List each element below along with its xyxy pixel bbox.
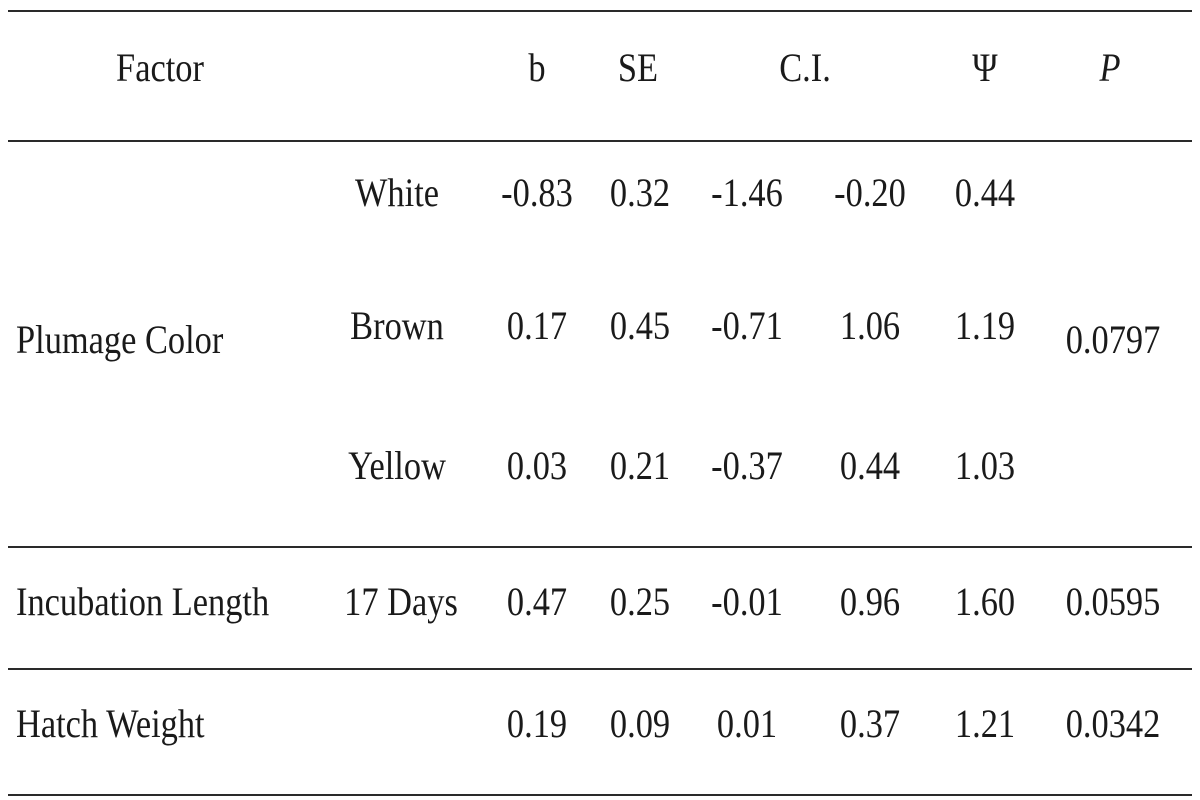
b-value: -0.83 (501, 170, 573, 215)
table-bottom-rule (8, 794, 1192, 796)
se-value: 0.25 (609, 579, 671, 624)
se-value: 0.32 (609, 170, 671, 215)
psi-value: 1.19 (954, 303, 1016, 348)
group-divider-rule (8, 546, 1192, 548)
p-value: 0.0595 (1065, 579, 1161, 624)
header-psi: Ψ (972, 45, 998, 90)
factor-plumage-color: Plumage Color (16, 317, 224, 362)
header-bottom-rule (8, 140, 1192, 142)
ci-low-value: -0.37 (711, 443, 783, 488)
p-value: 0.0342 (1065, 701, 1161, 746)
se-value: 0.45 (609, 303, 671, 348)
factor-incubation-length: Incubation Length (16, 579, 270, 624)
header-p: P (1099, 45, 1121, 90)
table-top-rule (8, 10, 1192, 12)
header-factor: Factor (116, 45, 204, 90)
header-ci: C.I. (779, 45, 831, 90)
ci-low-value: -0.01 (711, 579, 783, 624)
level-label: 17 Days (344, 579, 458, 624)
b-value: 0.03 (506, 443, 568, 488)
ci-high-value: 0.44 (839, 443, 901, 488)
ci-low-value: -1.46 (711, 170, 783, 215)
ci-low-value: 0.01 (716, 701, 778, 746)
psi-value: 1.21 (954, 701, 1016, 746)
se-value: 0.21 (609, 443, 671, 488)
level-label: Brown (350, 303, 444, 348)
ci-low-value: -0.71 (711, 303, 783, 348)
b-value: 0.17 (506, 303, 568, 348)
header-se: SE (617, 45, 659, 90)
psi-value: 0.44 (954, 170, 1016, 215)
header-b: b (528, 45, 546, 90)
b-value: 0.19 (506, 701, 568, 746)
psi-value: 1.60 (954, 579, 1016, 624)
ci-high-value: 0.96 (839, 579, 901, 624)
ci-high-value: 1.06 (839, 303, 901, 348)
psi-value: 1.03 (954, 443, 1016, 488)
factor-hatch-weight: Hatch Weight (16, 701, 205, 746)
se-value: 0.09 (609, 701, 671, 746)
level-label: White (354, 170, 440, 215)
ci-high-value: 0.37 (839, 701, 901, 746)
group-divider-rule (8, 668, 1192, 670)
ci-high-value: -0.20 (834, 170, 906, 215)
level-label: Yellow (348, 443, 446, 488)
b-value: 0.47 (506, 579, 568, 624)
p-value: 0.0797 (1065, 317, 1161, 362)
